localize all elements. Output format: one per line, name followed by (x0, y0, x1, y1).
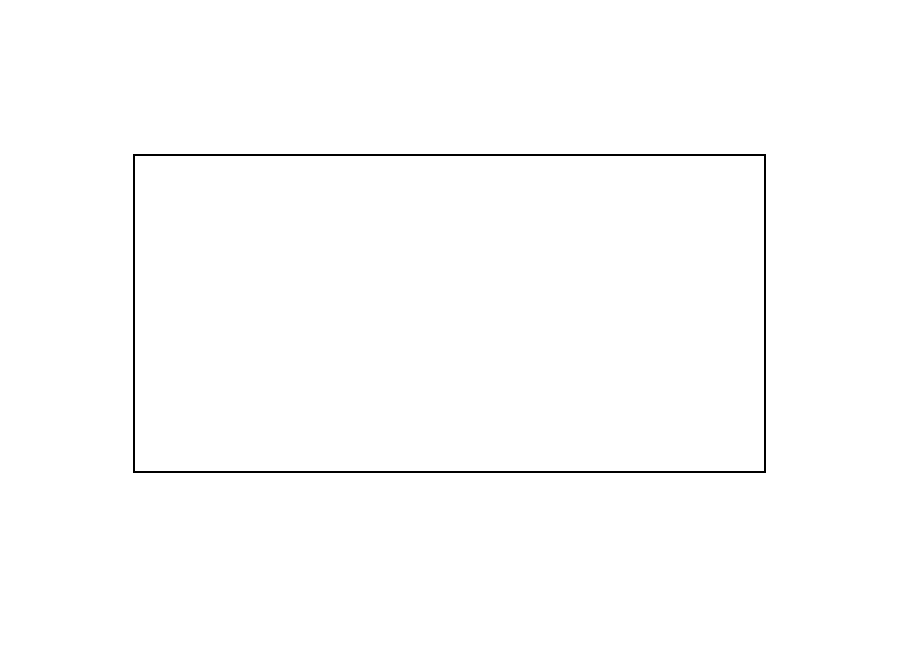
z-axis-title (68, 154, 108, 473)
colorbar (783, 205, 811, 523)
plot-area (133, 154, 766, 473)
heatmap-canvas (135, 156, 764, 471)
axis-ticks (135, 156, 764, 471)
